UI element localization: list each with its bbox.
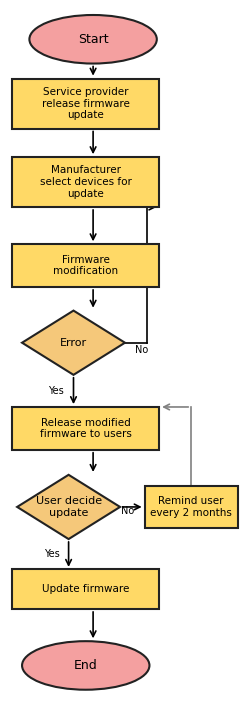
Text: No: No <box>135 345 148 355</box>
Text: Update firmware: Update firmware <box>42 584 129 594</box>
Text: Service provider
release firmware
update: Service provider release firmware update <box>42 87 130 120</box>
Text: Manufacturer
select devices for
update: Manufacturer select devices for update <box>40 166 132 198</box>
Text: Yes: Yes <box>44 549 59 560</box>
Ellipse shape <box>29 15 157 64</box>
Text: No: No <box>121 506 134 516</box>
Polygon shape <box>22 311 125 375</box>
Text: Firmware
modification: Firmware modification <box>53 255 118 276</box>
Text: Remind user
every 2 months: Remind user every 2 months <box>150 496 232 518</box>
FancyBboxPatch shape <box>12 570 159 608</box>
Text: End: End <box>74 659 98 672</box>
FancyBboxPatch shape <box>12 79 159 129</box>
Text: Release modified
firmware to users: Release modified firmware to users <box>40 418 132 439</box>
FancyBboxPatch shape <box>12 407 159 450</box>
Text: Error: Error <box>60 338 87 348</box>
Text: Yes: Yes <box>49 386 64 396</box>
Text: User decide
update: User decide update <box>36 496 102 518</box>
Ellipse shape <box>22 641 149 690</box>
Polygon shape <box>17 475 120 539</box>
Text: Start: Start <box>78 33 108 46</box>
FancyBboxPatch shape <box>12 244 159 287</box>
FancyBboxPatch shape <box>145 486 238 528</box>
FancyBboxPatch shape <box>12 157 159 207</box>
